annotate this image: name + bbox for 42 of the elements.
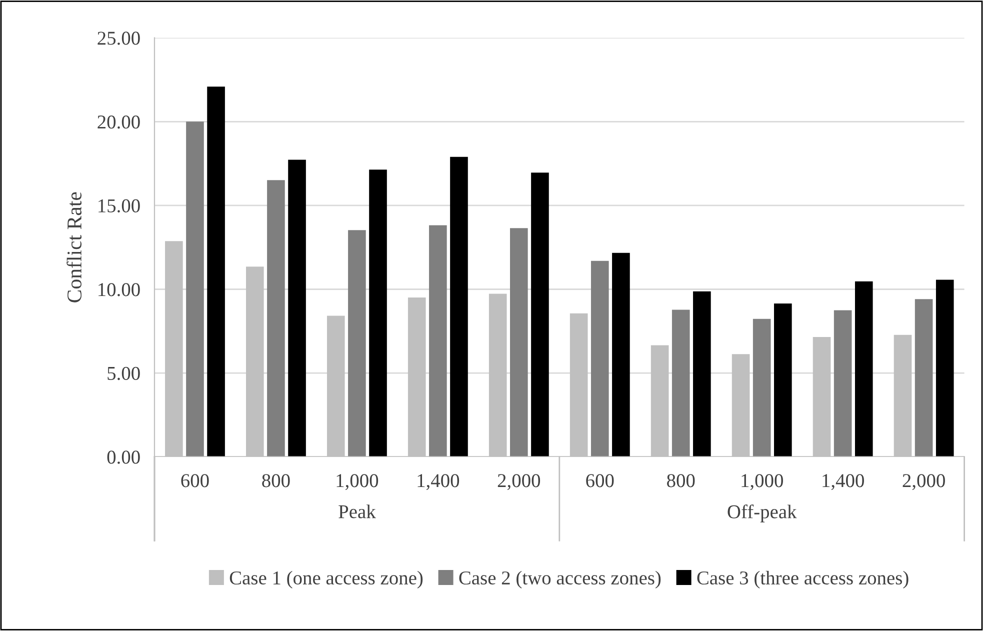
legend-label: Case 2 (two access zones) [459,570,661,588]
bar [752,318,771,457]
bar [429,225,447,457]
bar [672,310,690,457]
x-tick-label: 800 [262,474,290,488]
y-tick-label: 15.00 [98,199,140,212]
bar [914,299,933,457]
bar [207,86,225,457]
bar [369,170,387,457]
y-axis-title: Conflict Rate [66,192,82,302]
bar [288,160,306,457]
bar [531,172,549,457]
y-tick-label: 5.00 [108,366,140,380]
y-tick-label: 25.00 [98,32,140,45]
bar [854,281,873,457]
bar [510,228,528,457]
x-tick-label: 600 [181,474,209,488]
text: Peak [338,504,376,518]
bar [612,252,630,457]
x-tick-label: 2,000 [902,474,945,490]
legend-label: Case 1 (one access zone) [230,570,423,588]
y-tick-label: 10.00 [98,283,140,296]
x-tick-label: 1,400 [822,474,864,490]
x-tick-label: 600 [586,474,614,488]
text: Off-peak [728,504,797,522]
x-tick-label: 2,000 [498,474,540,490]
bar [450,156,468,457]
x-tick-label: 1,000 [742,474,783,490]
x-tick-label: 1,000 [336,474,378,490]
bar [267,180,285,457]
y-tick-label: 20.00 [98,115,140,129]
bar [774,303,792,457]
bar [186,122,204,457]
bar [834,310,852,457]
y-tick-label: 0.00 [107,450,140,464]
bar [936,280,954,457]
bar [590,260,609,457]
bar [348,230,366,457]
x-tick-label: 1,400 [418,474,460,490]
bar [693,291,711,457]
x-tick-label: 800 [667,474,695,488]
legend-label: Case 3 (three access zones) [697,570,908,588]
